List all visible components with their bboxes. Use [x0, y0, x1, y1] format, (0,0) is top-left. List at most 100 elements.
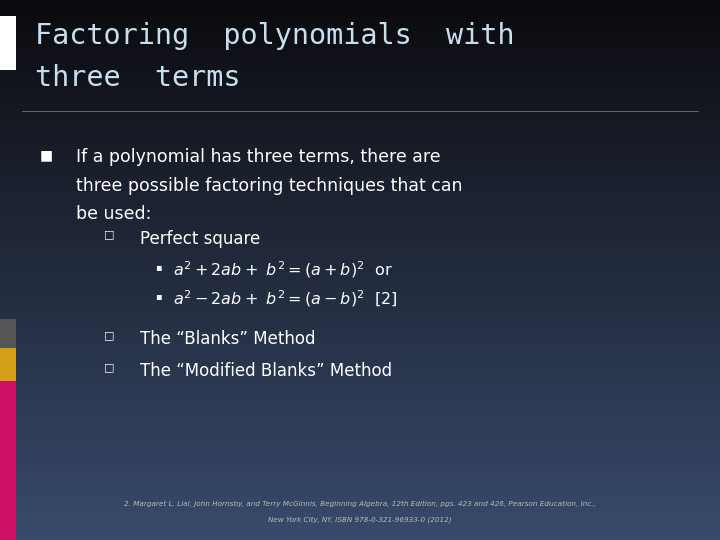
Bar — [0, 475, 720, 478]
Bar — [0, 443, 720, 445]
Bar — [0, 159, 720, 162]
Bar — [0, 246, 720, 248]
Bar — [0, 100, 720, 103]
Bar — [0, 486, 720, 489]
Bar — [0, 275, 720, 278]
Bar — [0, 230, 720, 232]
Text: ■: ■ — [40, 148, 53, 163]
Bar — [0, 165, 720, 167]
Bar — [0, 359, 720, 362]
Bar — [0, 127, 720, 130]
Bar — [0, 43, 720, 46]
Text: If a polynomial has three terms, there are: If a polynomial has three terms, there a… — [76, 148, 440, 166]
Bar — [0, 516, 720, 518]
Bar — [0, 327, 720, 329]
Bar — [0, 189, 720, 192]
Text: The “Modified Blanks” Method: The “Modified Blanks” Method — [140, 362, 392, 380]
Text: be used:: be used: — [76, 205, 151, 222]
Bar — [0, 224, 720, 227]
Bar — [0, 405, 720, 408]
Bar — [0, 367, 720, 370]
Bar — [0, 392, 720, 394]
Bar — [0, 16, 720, 19]
Bar — [0, 278, 720, 281]
Bar — [0, 208, 720, 211]
Bar — [0, 184, 720, 186]
Bar — [0, 513, 720, 516]
Bar — [0, 221, 720, 224]
Bar — [0, 532, 720, 535]
Bar — [0, 108, 720, 111]
Bar — [0, 416, 720, 418]
Bar — [0, 57, 720, 59]
Bar — [0, 292, 720, 294]
Bar — [0, 202, 720, 205]
Bar — [0, 348, 720, 351]
Text: ▪: ▪ — [155, 262, 161, 272]
Bar — [0, 200, 720, 202]
Bar — [0, 194, 720, 197]
Bar — [0, 113, 720, 116]
Bar — [0, 321, 720, 324]
Bar — [0, 262, 720, 265]
Bar — [0, 413, 720, 416]
Bar — [0, 483, 720, 486]
Bar — [0, 213, 720, 216]
Bar — [0, 289, 720, 292]
Bar — [0, 59, 720, 62]
Bar — [0, 383, 720, 386]
Bar — [0, 232, 720, 235]
Bar — [0, 494, 720, 497]
Bar — [0, 235, 720, 238]
Bar — [0, 343, 720, 346]
Bar — [0, 211, 720, 213]
Bar — [0, 505, 720, 508]
Bar — [0, 408, 720, 410]
Bar — [0, 40, 720, 43]
Bar — [0, 418, 720, 421]
Bar — [0, 3, 720, 5]
Bar — [0, 186, 720, 189]
Bar — [0, 294, 720, 297]
Bar — [0, 424, 720, 427]
Bar — [0, 332, 720, 335]
Bar — [0, 448, 720, 451]
Bar — [0, 319, 720, 321]
Bar — [0, 510, 720, 513]
Bar — [0, 70, 720, 73]
Bar — [0, 378, 720, 381]
Bar — [0, 84, 720, 86]
Bar — [0, 437, 720, 440]
Text: New York City, NY, ISBN 978-0-321-96933-0 (2012): New York City, NY, ISBN 978-0-321-96933-… — [268, 516, 452, 523]
Bar — [0, 524, 720, 526]
Bar — [0, 324, 720, 327]
Bar — [0, 216, 720, 219]
Bar — [0, 427, 720, 429]
Bar — [0, 373, 720, 375]
Bar — [0, 446, 720, 448]
Bar — [0, 22, 720, 24]
Bar — [0, 351, 720, 354]
Bar — [0, 518, 720, 521]
Bar — [0, 319, 16, 348]
Bar — [0, 381, 720, 383]
Bar — [0, 173, 720, 176]
Bar — [0, 157, 720, 159]
Bar — [0, 51, 720, 54]
Text: □: □ — [104, 330, 115, 341]
Bar — [0, 284, 720, 286]
Bar — [0, 162, 720, 165]
Bar — [0, 124, 720, 127]
Bar — [0, 138, 720, 140]
Bar — [0, 89, 720, 92]
Bar — [0, 54, 720, 57]
Bar — [0, 502, 720, 505]
Bar — [0, 340, 720, 343]
Bar — [0, 386, 720, 389]
Bar — [0, 454, 720, 456]
Bar — [0, 105, 720, 108]
Bar — [0, 8, 720, 11]
Bar — [0, 435, 720, 437]
Bar — [0, 135, 720, 138]
Bar — [0, 362, 720, 364]
